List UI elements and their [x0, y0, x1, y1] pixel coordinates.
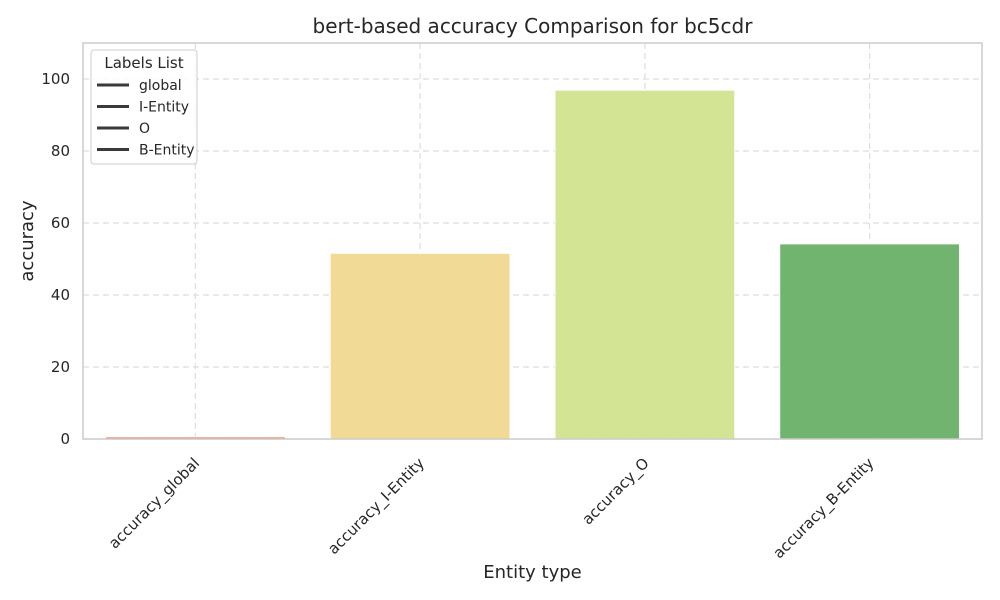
legend-box: [90, 49, 198, 165]
bar-accuracy_B-Entity: [779, 243, 961, 440]
y-tick-label: 100: [41, 70, 70, 88]
x-ticks: accuracy_global accuracy_I-Entity accuracy…: [105, 454, 878, 563]
x-tick-label: accuracy_O: [578, 454, 653, 529]
legend-entry: O: [139, 121, 150, 137]
x-tick-label: accuracy_B-Entity: [769, 454, 878, 563]
y-ticks: 0 20 40 60 80 100: [41, 70, 70, 448]
bar-accuracy_I-Entity: [329, 252, 511, 440]
bar-accuracy_O: [554, 89, 736, 440]
y-tick-label: 40: [51, 286, 70, 304]
x-tick-label: accuracy_I-Entity: [324, 454, 429, 559]
legend-entry: I-Entity: [139, 100, 189, 116]
y-tick-label: 80: [51, 142, 70, 160]
y-tick-label: 60: [51, 214, 70, 232]
y-tick-label: 0: [60, 430, 70, 448]
legend-entry: global: [139, 78, 182, 94]
legend-title: Labels List: [104, 54, 183, 72]
chart-title: bert-based accuracy Comparison for bc5cd…: [313, 14, 754, 38]
legend-entry: B-Entity: [139, 143, 195, 159]
plot-frame: [82, 42, 983, 440]
y-axis-label: accuracy: [17, 200, 38, 282]
x-axis-label: Entity type: [483, 562, 581, 583]
x-tick-label: accuracy_global: [105, 454, 204, 553]
y-tick-label: 20: [51, 358, 70, 376]
bars: [104, 89, 961, 440]
legend: Labels List global I-Entity O B-Entity: [90, 49, 198, 165]
